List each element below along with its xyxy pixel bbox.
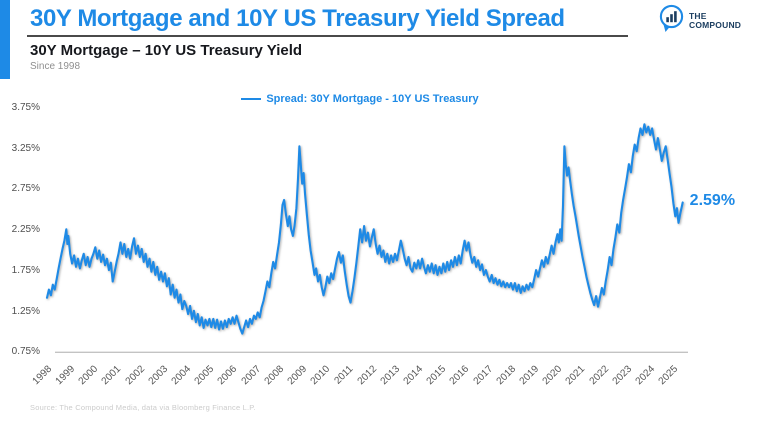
brand-name: THE COMPOUND [689,12,741,30]
legend-line-marker [241,97,262,101]
header-accent-bar [0,0,10,79]
brand-logo: THE COMPOUND [658,4,741,38]
y-tick-label: 3.75% [11,102,40,113]
bar-chart-speech-bubble-icon [658,4,685,38]
y-tick-label: 0.75% [11,346,40,358]
y-tick-label: 3.25% [11,142,40,154]
legend-label: Spread: 30Y Mortgage - 10Y US Treasury [266,93,479,105]
legend: Spread: 30Y Mortgage - 10Y US Treasury [0,93,720,105]
source-note: Source: The Compound Media, data via Blo… [30,403,256,412]
brand-name-line1: THE [689,11,707,21]
header-divider [27,35,628,37]
y-tick-label: 2.25% [11,224,40,236]
page-title: 30Y Mortgage and 10Y US Treasury Yield S… [30,5,565,32]
y-tick-label: 2.75% [11,183,40,195]
y-tick-label: 1.75% [11,264,40,276]
y-tick-label: 1.25% [11,305,40,317]
spread-line-series [45,123,684,335]
chart-subtitle: 30Y Mortgage – 10Y US Treasury Yield [30,42,303,59]
last-value-label: 2.59% [689,192,736,210]
chart-subnote: Since 1998 [30,61,81,72]
brand-name-line2: COMPOUND [689,20,742,30]
